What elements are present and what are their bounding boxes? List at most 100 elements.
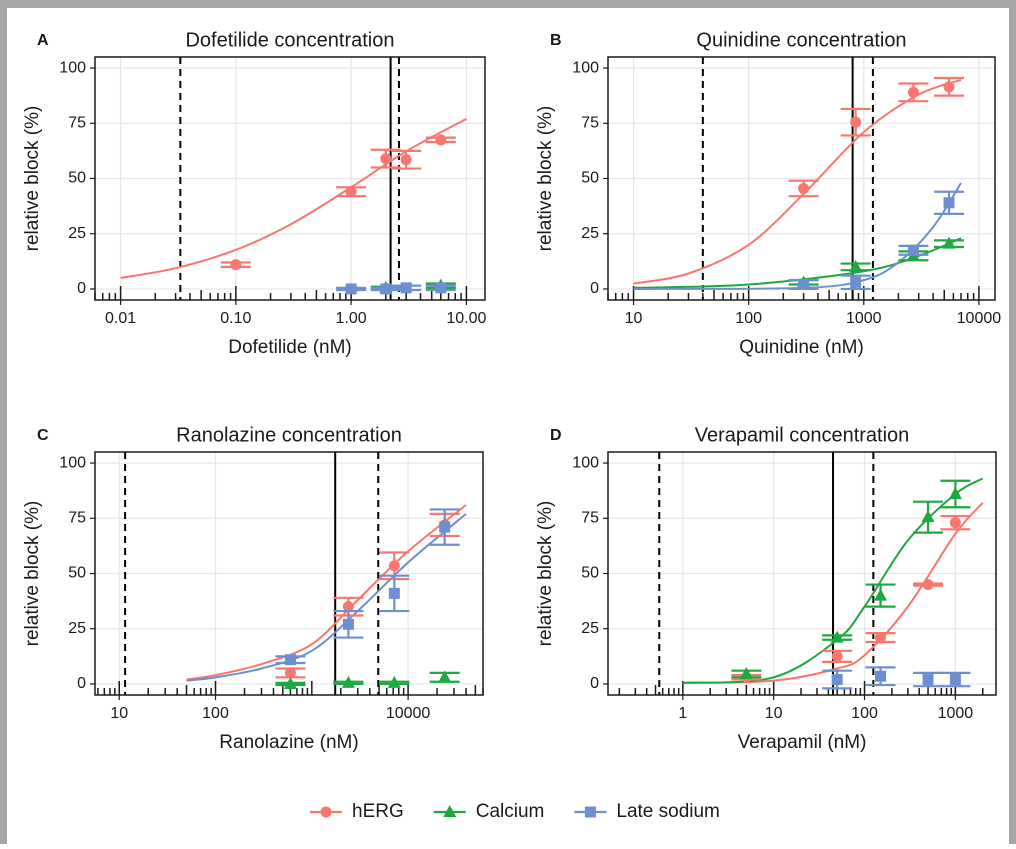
y-tick-label: 100 [59,454,86,471]
y-tick-label: 75 [68,509,86,526]
y-tick-label: 25 [68,225,86,242]
fit-curve [633,237,962,289]
point [342,618,354,630]
point [438,670,452,683]
legend-label: Late sodium [616,801,720,822]
x-tick-label: 100 [735,310,762,327]
point [949,517,961,529]
point [380,153,392,165]
legend-marker [320,806,332,818]
point [400,154,412,166]
x-axis-label: Quinidine (nM) [739,337,864,358]
point [798,182,810,194]
y-tick-label: 100 [59,59,86,76]
x-tick-label: 10000 [386,705,431,722]
y-tick-label: 0 [77,280,86,297]
chart-title: Quinidine concentration [696,29,906,51]
point [907,86,919,98]
plot-border [607,56,996,301]
panel-label: A [37,32,49,49]
point [388,560,400,572]
y-tick-label: 0 [590,280,599,297]
x-tick-label: 100 [202,705,229,722]
y-tick-label: 100 [572,59,599,76]
legend-label: hERG [352,801,404,822]
panel-label: B [550,32,562,49]
x-tick-label: 10 [765,705,783,722]
point [387,675,401,688]
point [921,510,935,523]
y-axis-label: relative block (%) [535,501,556,647]
legend-marker [443,805,457,817]
y-tick-label: 75 [68,114,86,131]
x-tick-label: 10000 [957,310,1002,327]
point [798,279,810,291]
x-tick-label: 1000 [938,705,974,722]
y-tick-label: 100 [572,454,599,471]
y-tick-label: 50 [68,565,86,582]
x-axis-label: Verapamil (nM) [738,732,867,753]
point [907,244,919,256]
point [922,579,934,591]
point [875,670,887,682]
y-tick-label: 25 [581,225,599,242]
point [875,632,887,644]
y-tick-label: 50 [68,170,86,187]
y-tick-label: 50 [581,170,599,187]
point [439,521,451,533]
x-tick-label: 10.00 [446,310,486,327]
y-tick-label: 0 [77,675,86,692]
fit-curve [186,504,467,681]
x-axis-label: Ranolazine (nM) [219,732,358,753]
point [874,588,888,601]
y-tick-label: 25 [68,620,86,637]
point [830,630,844,643]
y-tick-label: 75 [581,509,599,526]
y-axis-label: relative block (%) [22,501,43,647]
point [849,259,863,272]
point [739,667,753,680]
point [922,674,934,686]
point [388,587,400,599]
y-tick-label: 50 [581,565,599,582]
x-axis-label: Dofetilide (nM) [228,337,352,358]
point [850,116,862,128]
point [942,236,956,249]
point [435,134,447,146]
point [949,674,961,686]
fit-curve [682,502,984,684]
y-axis-label: relative block (%) [22,106,43,252]
x-tick-label: 10 [110,705,128,722]
panel-label: C [37,427,49,444]
x-tick-label: 1.00 [336,310,367,327]
y-tick-label: 0 [590,675,599,692]
point [345,283,357,295]
point [400,282,412,294]
point [850,276,862,288]
point [342,601,354,613]
x-tick-label: 1000 [846,310,882,327]
plot-border [94,451,484,696]
x-tick-label: 10 [625,310,643,327]
x-tick-label: 0.10 [220,310,251,327]
panel-label: D [550,427,562,444]
x-tick-label: 1 [678,705,687,722]
plot-border [607,451,997,696]
point [345,186,357,198]
chart-title: Verapamil concentration [695,424,910,446]
x-tick-label: 100 [851,705,878,722]
x-tick-label: 0.01 [105,310,136,327]
y-axis-label: relative block (%) [535,106,556,252]
fit-curve [633,182,962,290]
point [831,674,843,686]
legend-label: Calcium [476,801,545,822]
point [943,197,955,209]
chart-title: Ranolazine concentration [176,424,402,446]
point [230,259,242,271]
point [943,81,955,93]
y-tick-label: 75 [581,114,599,131]
fit-curve [186,513,467,682]
point [380,283,392,295]
